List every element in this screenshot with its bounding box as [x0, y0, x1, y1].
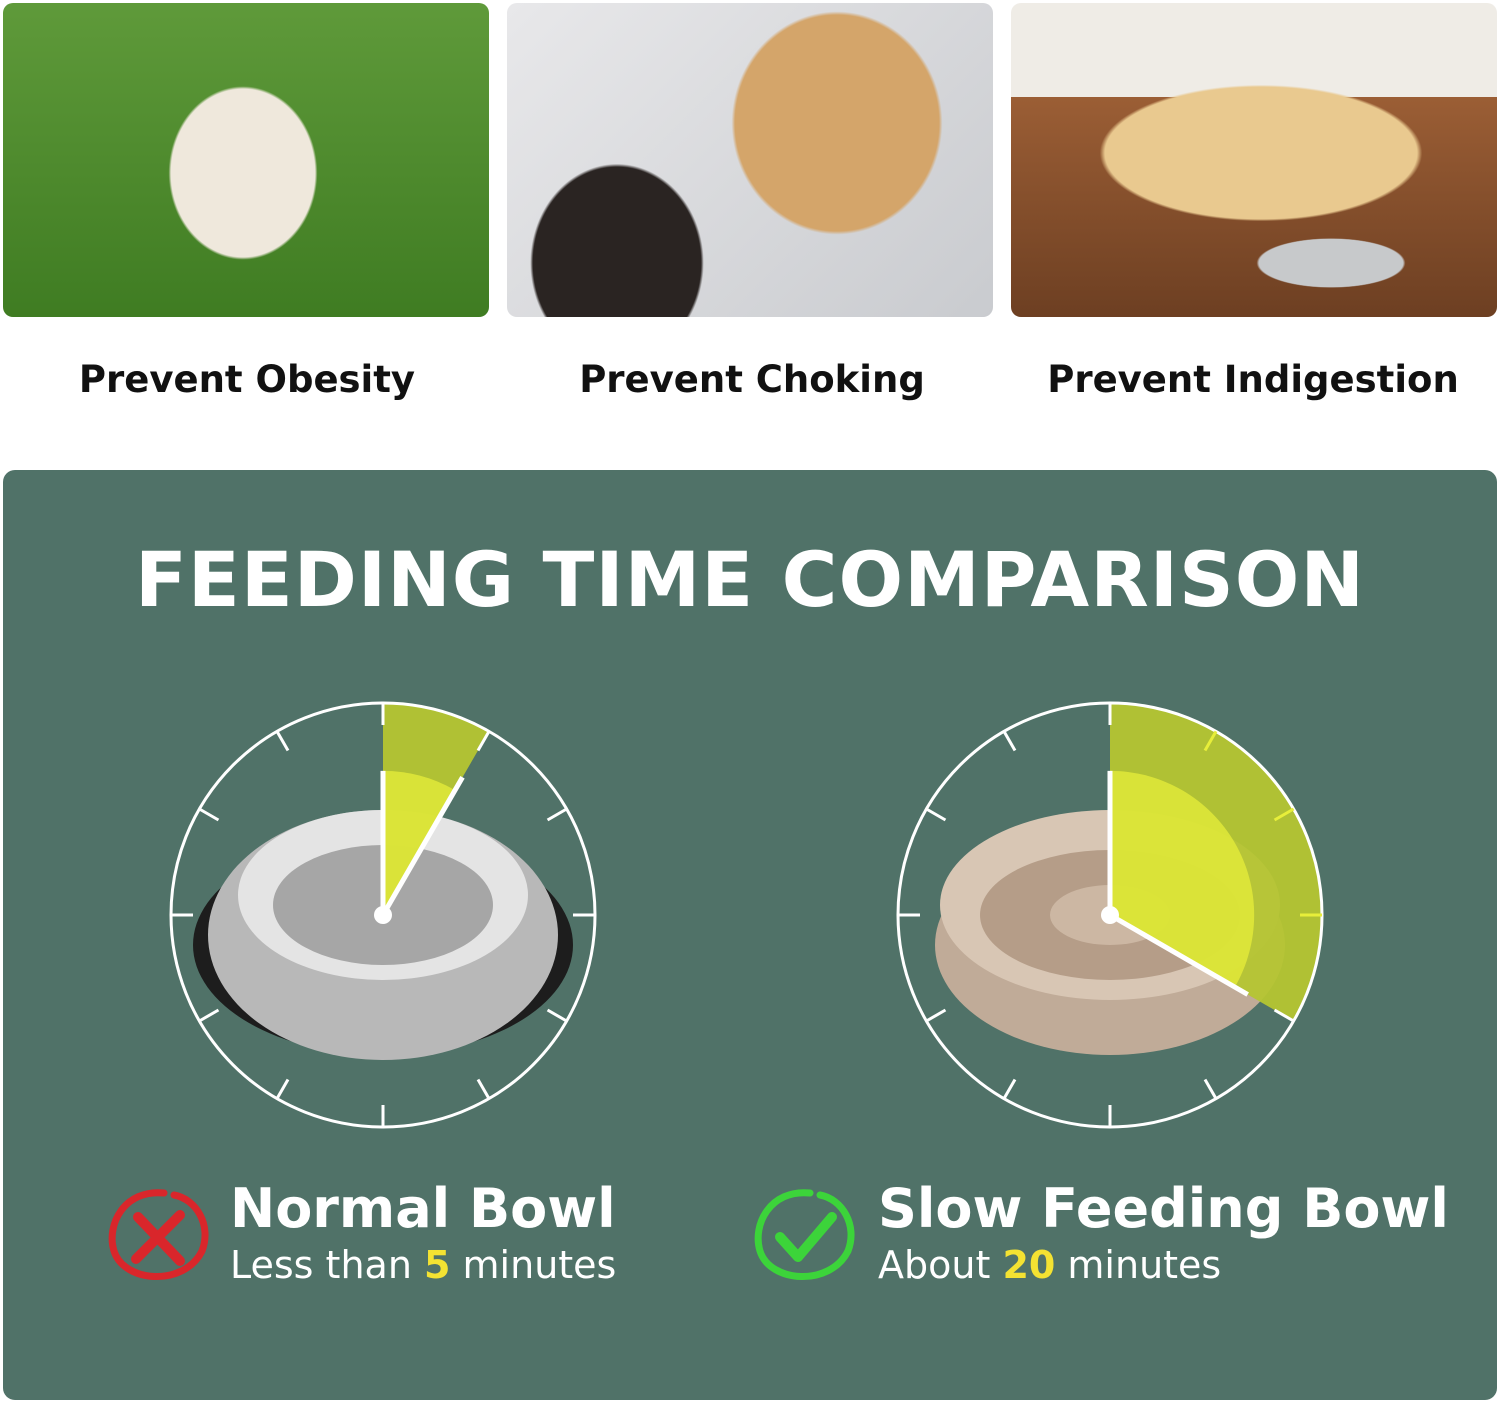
dial-center: [1101, 906, 1119, 924]
dial-tick: [1203, 1078, 1218, 1100]
time-suffix: minutes: [450, 1243, 617, 1287]
time-prefix: About: [878, 1243, 1003, 1287]
comparison-title: FEEDING TIME COMPARISON: [135, 535, 1365, 624]
time-value: 5: [424, 1243, 451, 1287]
dial-tick: [198, 1008, 220, 1023]
dial-tick: [1273, 1008, 1295, 1023]
dial-hand-end: [1108, 912, 1249, 997]
slow-bowl-dial: [896, 701, 1324, 1129]
dial-tick: [275, 730, 290, 752]
dial-tick: [1002, 1078, 1017, 1100]
slow-bowl-label: Slow Feeding Bowl About 20 minutes: [878, 1178, 1449, 1290]
normal-bowl-time: Less than 5 minutes: [230, 1240, 616, 1290]
dial-tick: [476, 730, 491, 752]
dial-tick: [275, 1078, 290, 1100]
normal-bowl-name: Normal Bowl: [230, 1177, 616, 1240]
dial-tick: [476, 1078, 491, 1100]
slow-bowl-time: About 20 minutes: [878, 1240, 1449, 1290]
dial-tick: [546, 807, 568, 822]
dial-tick: [925, 1008, 947, 1023]
slow-bowl-name: Slow Feeding Bowl: [878, 1177, 1449, 1240]
dial-tick: [1273, 807, 1295, 822]
photo-pug: [3, 3, 489, 317]
photo-golden-retriever: [507, 3, 993, 317]
photo-labrador: [1011, 3, 1497, 317]
normal-bowl-label: Normal Bowl Less than 5 minutes: [230, 1178, 616, 1290]
dial-tick: [1203, 730, 1218, 752]
caption-indigestion: Prevent Indigestion: [1047, 358, 1459, 401]
dial-tick: [198, 807, 220, 822]
normal-bowl-dial: [169, 701, 597, 1129]
time-prefix: Less than: [230, 1243, 424, 1287]
dial-hand-end: [380, 776, 465, 917]
caption-obesity: Prevent Obesity: [78, 358, 416, 401]
caption-choking: Prevent Choking: [579, 358, 925, 401]
dial-center: [374, 906, 392, 924]
dial-tick: [546, 1008, 568, 1023]
time-value: 20: [1002, 1243, 1056, 1287]
time-suffix: minutes: [1055, 1243, 1222, 1287]
dial-tick: [1002, 730, 1017, 752]
check-circle-icon: [754, 1189, 855, 1280]
dial-tick: [925, 807, 947, 822]
x-circle-icon: [108, 1189, 209, 1280]
